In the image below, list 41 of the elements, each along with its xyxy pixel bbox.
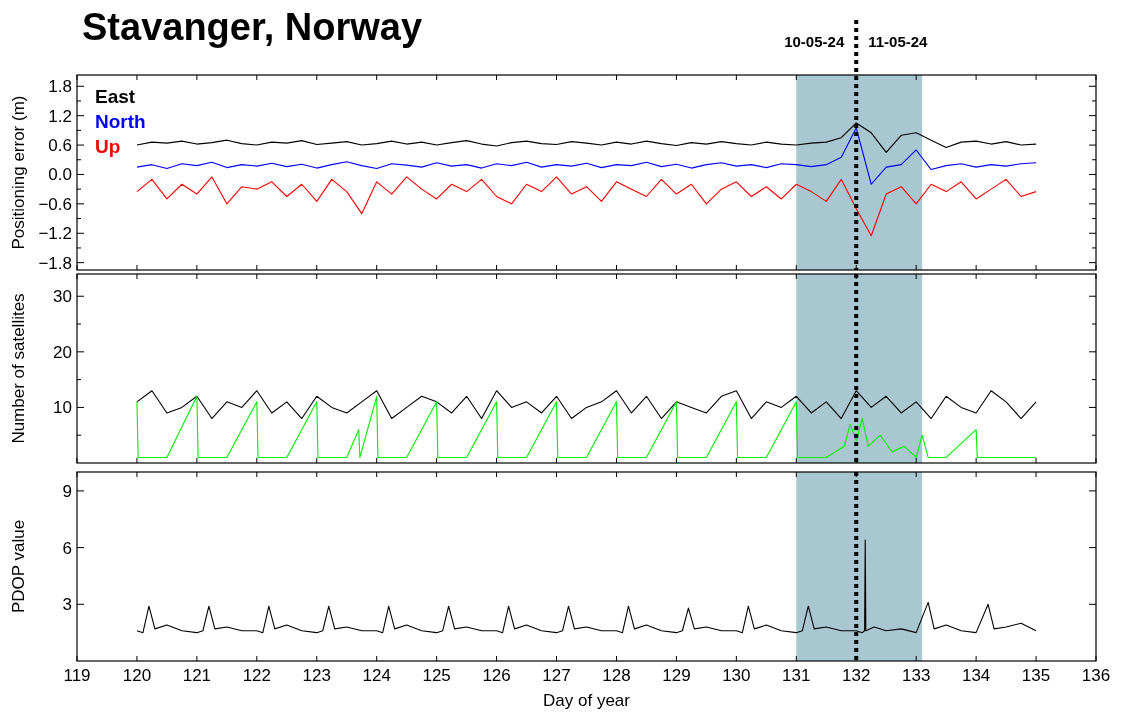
y-tick-label: 3: [62, 595, 72, 615]
x-tick-label: 119: [63, 666, 91, 685]
x-tick-label: 124: [362, 666, 391, 685]
x-tick-label: 129: [662, 666, 691, 685]
y-axis-title: PDOP value: [9, 519, 28, 614]
y-tick-label: −0.6: [38, 194, 72, 214]
text: 11-05-24: [868, 33, 929, 50]
x-tick-label: 128: [602, 666, 631, 685]
y-axis-title: Positioning error (m): [9, 95, 28, 250]
x-tick-label: 127: [542, 666, 571, 685]
y-tick-label: 9: [62, 481, 72, 501]
x-tick-label: 122: [242, 666, 272, 685]
y-tick-label: 0.6: [48, 136, 72, 156]
x-tick-label: 134: [961, 666, 991, 685]
y-tick-label: 6: [62, 538, 72, 558]
chart-title: Stavanger, Norway: [82, 6, 423, 48]
x-tick-label: 126: [482, 666, 511, 685]
x-tick-label: 133: [901, 666, 931, 685]
x-tick-label: 130: [722, 666, 751, 685]
x-tick-label: 125: [422, 666, 451, 685]
x-tick-label: 121: [182, 666, 212, 685]
y-tick-label: 30: [53, 287, 72, 307]
y-tick-label: 1.2: [48, 106, 72, 126]
y-axis-title: Number of satellites: [9, 293, 28, 444]
x-tick-label: 123: [302, 666, 331, 685]
x-tick-label: 131: [782, 666, 811, 685]
y-tick-label: 20: [53, 342, 72, 362]
x-tick-label: 135: [1021, 666, 1051, 685]
x-tick-label: 120: [122, 666, 152, 685]
x-tick-label: 132: [842, 666, 871, 685]
x-axis-title: Day of year: [543, 691, 631, 710]
y-tick-label: 0.0: [48, 165, 72, 185]
y-tick-label: 1.8: [48, 77, 72, 97]
text: 10-05-24: [784, 33, 845, 50]
legend-label: East: [95, 86, 136, 107]
series-label: North: [95, 111, 146, 132]
series-label: Up: [95, 136, 121, 157]
x-tick-label: 136: [1081, 666, 1111, 685]
y-tick-label: −1.8: [38, 253, 72, 273]
y-tick-label: 10: [53, 398, 72, 418]
y-tick-label: −1.2: [38, 224, 72, 244]
